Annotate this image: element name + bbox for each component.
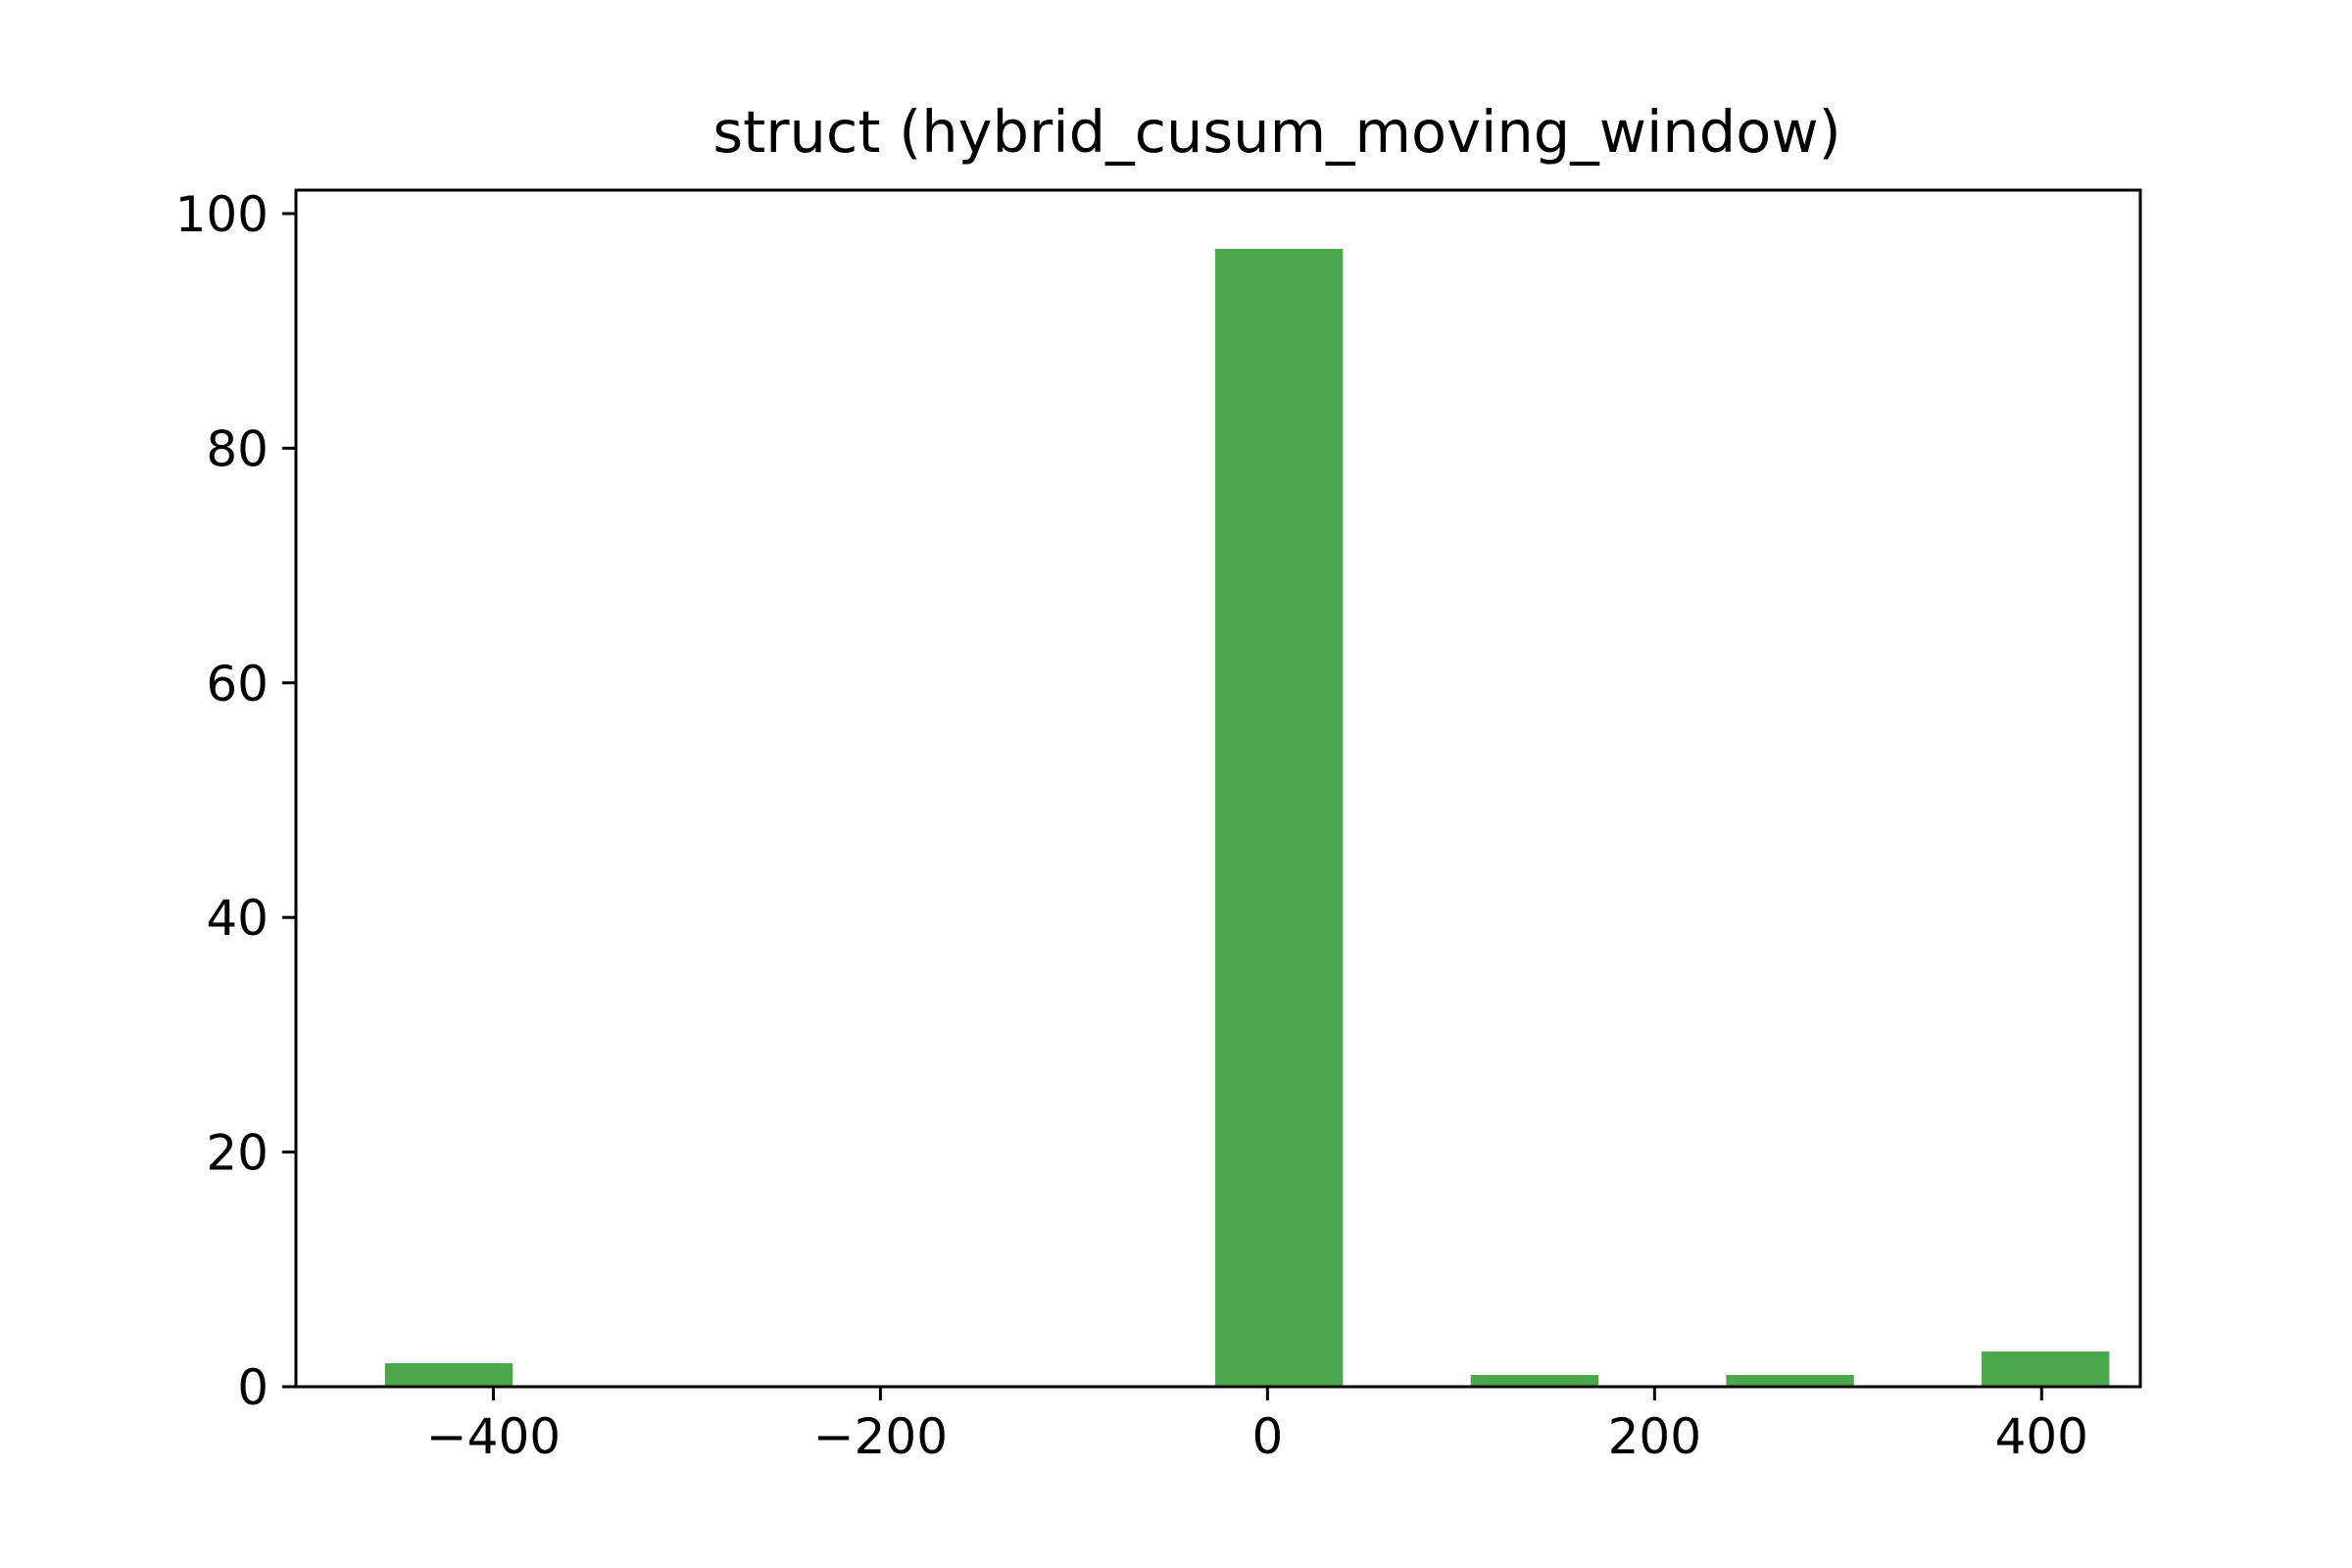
histogram-bar-0 <box>384 1363 514 1387</box>
plot-frame <box>294 188 2142 1389</box>
y-tick-label-4: 80 <box>206 420 269 477</box>
histogram-bar-11 <box>1726 1375 1854 1387</box>
chart-title: struct (hybrid_cusum_moving_window) <box>712 98 1840 166</box>
x-tick-label-4: 400 <box>1995 1408 2088 1465</box>
x-tick-label-2: 0 <box>1251 1408 1283 1465</box>
y-tick-label-5: 100 <box>175 186 269 243</box>
y-axis: 0 20 40 60 80 100 <box>175 186 296 1416</box>
x-tick-label-0: −400 <box>426 1408 561 1465</box>
x-tick-label-1: −200 <box>813 1408 948 1465</box>
histogram-bar-13 <box>1982 1351 2110 1387</box>
y-tick-label-0: 0 <box>237 1359 269 1416</box>
y-tick-label-2: 40 <box>206 890 269 947</box>
x-axis: −400 −200 0 200 400 <box>426 1387 2088 1465</box>
y-tick-label-1: 20 <box>206 1125 269 1182</box>
x-tick-label-3: 200 <box>1608 1408 1701 1465</box>
y-tick-label-3: 60 <box>206 656 269 712</box>
histogram-bar-9 <box>1470 1375 1599 1387</box>
bars-group <box>384 248 2110 1388</box>
histogram-bar-7 <box>1215 248 1344 1388</box>
